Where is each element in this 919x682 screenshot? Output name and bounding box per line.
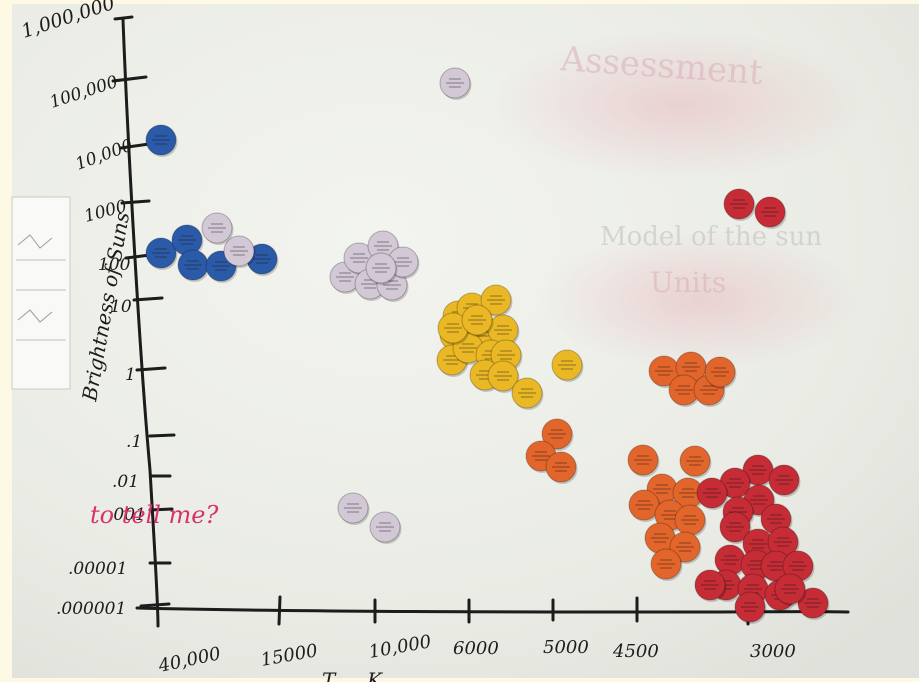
- x-tick-label: 5000: [543, 637, 589, 658]
- yellow-sticker: [487, 360, 520, 393]
- x-tick-label: 4500: [612, 641, 659, 662]
- blue-sticker: [171, 224, 204, 257]
- yellow-sticker: [480, 284, 513, 317]
- y-tick-label: .01: [112, 472, 139, 492]
- red-sticker: [754, 196, 787, 229]
- y-tick-label: 10: [110, 297, 132, 317]
- yellow-sticker: [551, 349, 584, 382]
- y-axis-line: [121, 18, 160, 628]
- blue-sticker: [145, 124, 178, 157]
- red-sticker: [719, 511, 752, 544]
- red-sticker: [723, 188, 756, 221]
- x-tick-label: 6000: [453, 638, 499, 659]
- paper-sheet: [11, 196, 71, 390]
- red-sticker: [719, 467, 752, 500]
- orange-sticker: [669, 531, 702, 564]
- faded-note: Model of the sun: [600, 222, 822, 252]
- red-sticker: [774, 573, 807, 606]
- orange-sticker: [628, 489, 661, 522]
- red-sticker: [694, 569, 727, 602]
- y-tick-label: .1: [126, 432, 142, 452]
- red-sticker: [734, 591, 767, 624]
- y-tick-label: .00001: [68, 559, 127, 579]
- red-sticker: [797, 587, 830, 620]
- blue-sticker: [246, 243, 279, 276]
- orange-sticker: [674, 504, 707, 537]
- orange-sticker: [545, 451, 578, 484]
- orange-sticker: [672, 477, 705, 510]
- lavender-sticker: [369, 511, 402, 544]
- x-tick-label: 3000: [750, 641, 796, 662]
- orange-sticker: [644, 522, 677, 555]
- blue-sticker: [177, 249, 210, 282]
- x-axis-line: [135, 606, 850, 614]
- yellow-sticker: [511, 377, 544, 410]
- axes: [111, 15, 850, 628]
- lavender-sticker: [365, 252, 398, 285]
- yellow-sticker: [436, 344, 469, 377]
- red-sticker: [696, 477, 729, 510]
- red-sticker: [768, 464, 801, 497]
- pink-note: to tell me?: [90, 501, 219, 529]
- sticker-dots: [145, 67, 830, 624]
- x-axis-title: T ... K: [322, 668, 383, 682]
- orange-sticker: [541, 418, 574, 451]
- lavender-sticker: [439, 67, 472, 100]
- orange-sticker: [668, 374, 701, 407]
- orange-sticker: [627, 444, 660, 477]
- yellow-sticker: [487, 314, 520, 347]
- y-tick-label: 100: [98, 255, 131, 275]
- orange-sticker: [650, 548, 683, 581]
- red-sticker: [742, 454, 775, 487]
- faded-note: Units: [650, 266, 726, 299]
- lavender-sticker: [201, 212, 234, 245]
- y-tick-label: 1: [125, 365, 136, 385]
- orange-sticker: [704, 356, 737, 389]
- yellow-sticker: [461, 304, 494, 337]
- red-sticker: [714, 544, 747, 577]
- yellow-sticker: [437, 312, 470, 345]
- y-tick-label: .001: [108, 505, 146, 525]
- lavender-sticker: [223, 235, 256, 268]
- lavender-sticker: [337, 492, 370, 525]
- y-tick-label: .000001: [56, 599, 126, 619]
- orange-sticker: [679, 445, 712, 478]
- blue-sticker: [145, 237, 178, 270]
